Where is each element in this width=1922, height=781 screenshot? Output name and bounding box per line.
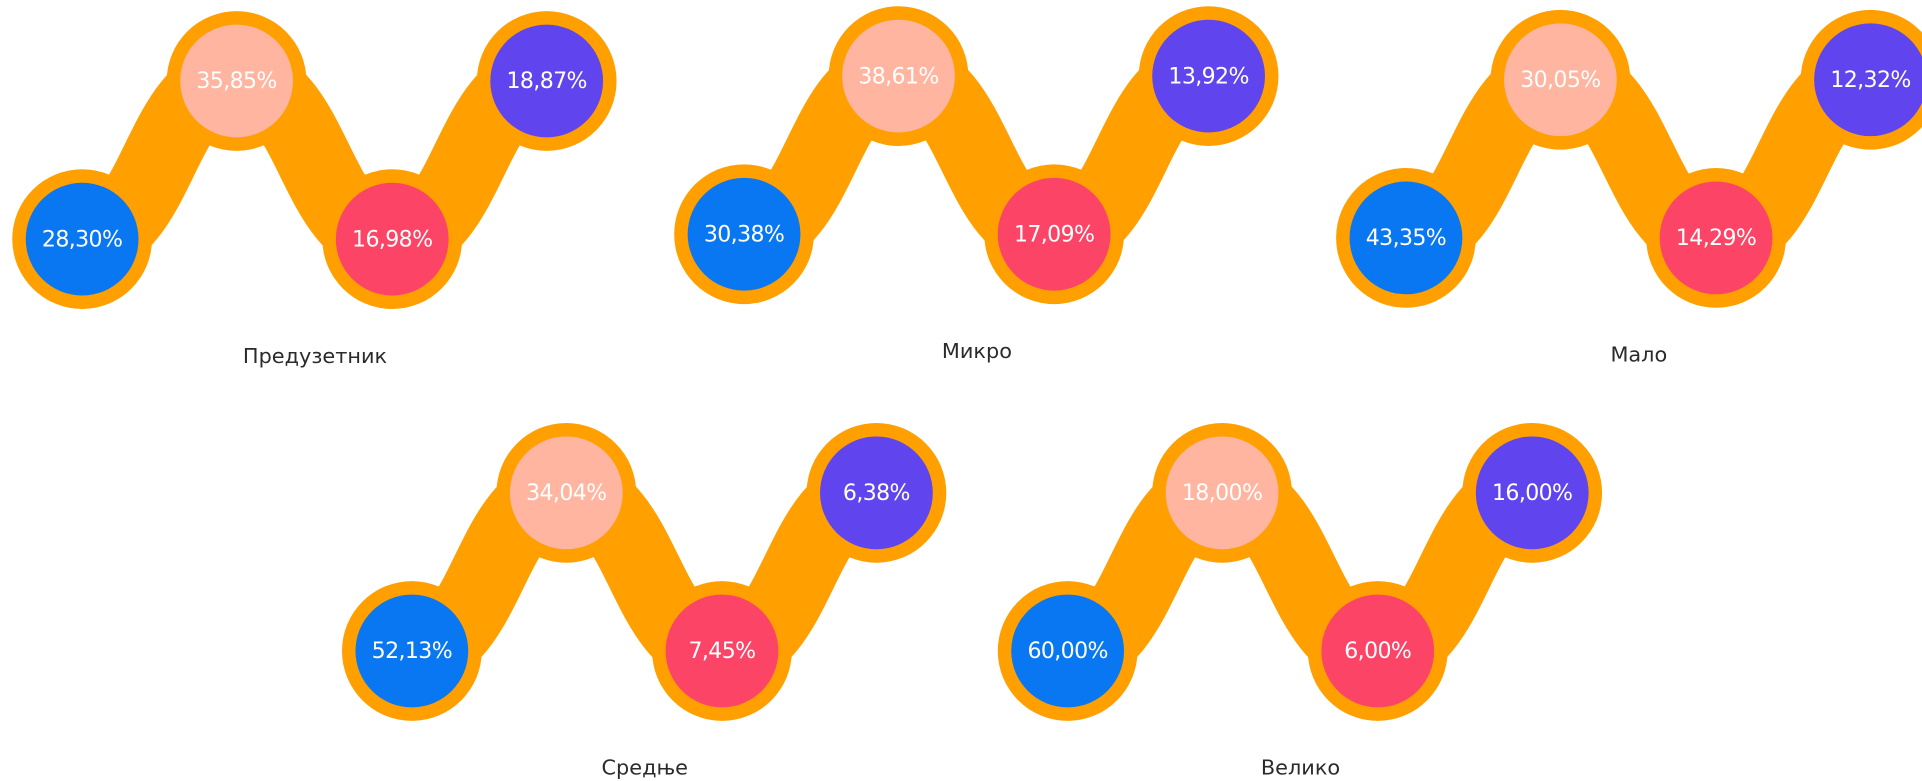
- group-label: Мало: [1610, 343, 1667, 367]
- bubble: [180, 24, 293, 138]
- group-label: Предузетник: [243, 344, 387, 368]
- bubble-value: 12,32%: [1830, 68, 1910, 93]
- bubble: [1814, 23, 1922, 137]
- bubble: [355, 594, 469, 708]
- bubble: [842, 19, 955, 133]
- bubble: [1475, 436, 1589, 550]
- bubble: [687, 177, 801, 291]
- connector: [1367, 41, 1909, 276]
- bubble-value: 14,29%: [1676, 226, 1756, 251]
- bubble: [509, 436, 623, 550]
- bubble: [1321, 594, 1435, 708]
- bubble-value: 18,00%: [1182, 481, 1262, 506]
- bubble-group: 30,38% 38,61% 17,09% 13,92% Микро: [674, 6, 1279, 363]
- bubble-value: 35,85%: [196, 69, 276, 94]
- connector: [706, 38, 1247, 273]
- bubble: [997, 177, 1111, 291]
- bubble: [1504, 23, 1617, 137]
- bubble: [335, 182, 449, 296]
- bubble: [1011, 594, 1125, 708]
- connector: [373, 454, 915, 689]
- bubble-value: 6,38%: [843, 481, 910, 506]
- bubble-value: 52,13%: [372, 639, 452, 664]
- bubble-value: 18,87%: [506, 69, 586, 94]
- bubble-value: 16,00%: [1492, 481, 1572, 506]
- bubble-value: 60,00%: [1027, 639, 1107, 664]
- connector: [44, 42, 585, 278]
- bubble-value: 28,30%: [42, 227, 122, 252]
- bubble: [665, 594, 779, 708]
- bubble: [1349, 181, 1463, 295]
- bubble-value: 30,38%: [704, 222, 784, 247]
- bubble-group: 60,00% 18,00% 6,00% 16,00% Велико: [997, 422, 1603, 780]
- bubble-value: 34,04%: [526, 481, 606, 506]
- bubble: [820, 436, 933, 550]
- bubble: [1659, 181, 1773, 295]
- bubble: [1165, 436, 1279, 550]
- bubble: [490, 24, 604, 138]
- group-label: Велико: [1261, 756, 1340, 780]
- bubble-value: 38,61%: [858, 64, 938, 89]
- bubble-group: 52,13% 34,04% 7,45% 6,38% Средње: [341, 422, 947, 780]
- bubble: [1152, 19, 1265, 133]
- group-label: Микро: [942, 339, 1012, 363]
- bubble: [25, 182, 139, 296]
- bubble-group: 43,35% 30,05% 14,29% 12,32% Мало: [1336, 9, 1922, 367]
- bubble-value: 6,00%: [1344, 639, 1411, 664]
- connector: [1029, 454, 1571, 689]
- bubble-value: 7,45%: [688, 639, 755, 664]
- group-label: Средње: [601, 756, 688, 780]
- bubble-value: 17,09%: [1014, 222, 1094, 247]
- bubble-value: 13,92%: [1168, 64, 1248, 89]
- bubble-value: 16,98%: [352, 227, 432, 252]
- bubble-value: 43,35%: [1366, 226, 1446, 251]
- bubble-value: 30,05%: [1520, 68, 1600, 93]
- bubble-group: 28,30% 35,85% 16,98% 18,87% Предузетник: [12, 11, 617, 368]
